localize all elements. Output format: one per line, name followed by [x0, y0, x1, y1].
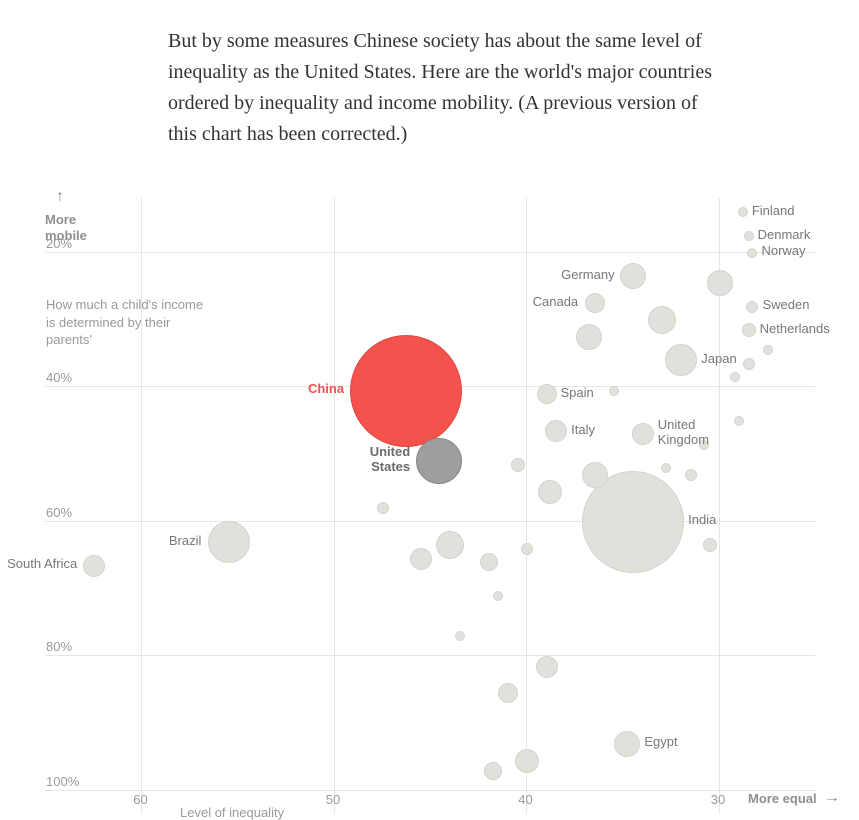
bubble-label-spain: Spain — [561, 386, 594, 401]
bubble-anon-1 — [707, 270, 733, 296]
bubble-anon-16 — [480, 553, 498, 571]
bubble-finland — [738, 207, 748, 217]
gridline-horizontal — [45, 655, 815, 656]
bubble-anon-21 — [498, 683, 518, 703]
bubble-spain — [537, 384, 557, 404]
bubble-norway — [747, 248, 757, 258]
bubble-anon-15 — [410, 548, 432, 570]
bubble-anon-24 — [703, 538, 717, 552]
y-axis-note: How much a child's income is determined … — [46, 296, 206, 349]
bubble-label-netherlands: Netherlands — [760, 322, 830, 337]
bubble-brazil — [208, 521, 250, 563]
bubble-italy — [545, 420, 567, 442]
bubble-anon-8 — [538, 480, 562, 504]
bubble-netherlands — [742, 323, 756, 337]
x-tick: 50 — [326, 792, 340, 807]
y-tick: 80% — [46, 639, 72, 654]
bubble-anon-22 — [515, 749, 539, 773]
bubble-china — [350, 335, 462, 447]
bubble-anon-9 — [511, 458, 525, 472]
y-tick: 100% — [46, 774, 79, 789]
y-tick: 60% — [46, 505, 72, 520]
bubble-anon-13 — [377, 502, 389, 514]
x-tick: 40 — [518, 792, 532, 807]
bubble-label-finland: Finland — [752, 204, 795, 219]
bubble-egypt — [614, 731, 640, 757]
bubble-label-brazil: Brazil — [169, 534, 202, 549]
bubble-germany — [620, 263, 646, 289]
page: But by some measures Chinese society has… — [0, 0, 859, 814]
bubble-anon-17 — [521, 543, 533, 555]
bubble-label-japan: Japan — [701, 352, 736, 367]
bubble-anon-3 — [576, 324, 602, 350]
bubble-anon-4 — [743, 358, 755, 370]
bubble-label-sweden: Sweden — [762, 298, 809, 313]
bubble-label-india: India — [688, 513, 716, 528]
bubble-label-denmark: Denmark — [758, 228, 811, 243]
bubble-denmark — [744, 231, 754, 241]
bubble-canada — [585, 293, 605, 313]
bubble-united-states — [416, 438, 462, 484]
bubble-anon-25 — [734, 416, 744, 426]
bubble-anon-26 — [763, 345, 773, 355]
gridline-horizontal — [45, 790, 815, 791]
x-tick: 60 — [133, 792, 147, 807]
bubble-anon-12 — [661, 463, 671, 473]
gridline-horizontal — [45, 252, 815, 253]
bubble-united-kingdom — [632, 423, 654, 445]
bubble-label-canada: Canada — [533, 295, 579, 310]
arrow-up-icon: ↑ — [56, 188, 64, 206]
mobility-vs-inequality-chart: ↑ More mobile How much a child's income … — [0, 0, 859, 814]
bubble-anon-23 — [484, 762, 502, 780]
bubble-anon-18 — [493, 591, 503, 601]
bubble-label-united-kingdom: UnitedKingdom — [658, 418, 709, 448]
bubble-label-united-states: UnitedStates — [370, 445, 410, 475]
bubble-label-south-africa: South Africa — [7, 557, 77, 572]
gridline-vertical — [141, 198, 142, 814]
x-axis-label-bottom: Level of inequality — [180, 805, 284, 820]
bubble-japan — [665, 344, 697, 376]
x-axis-label-right: More equal — [748, 791, 817, 806]
bubble-anon-20 — [536, 656, 558, 678]
bubble-anon-11 — [685, 469, 697, 481]
bubble-label-norway: Norway — [761, 244, 805, 259]
bubble-sweden — [746, 301, 758, 313]
bubble-anon-6 — [609, 386, 619, 396]
bubble-anon-19 — [455, 631, 465, 641]
bubble-anon-7 — [582, 462, 608, 488]
x-tick: 30 — [711, 792, 725, 807]
bubble-label-egypt: Egypt — [644, 735, 677, 750]
y-tick: 20% — [46, 236, 72, 251]
bubble-south-africa — [83, 555, 105, 577]
bubble-anon-5 — [730, 372, 740, 382]
bubble-anon-2 — [648, 306, 676, 334]
gridline-vertical — [526, 198, 527, 814]
arrow-right-icon: → — [824, 789, 840, 807]
y-tick: 40% — [46, 370, 72, 385]
bubble-label-china: China — [308, 382, 344, 397]
bubble-label-germany: Germany — [561, 268, 614, 283]
gridline-vertical — [334, 198, 335, 814]
bubble-label-italy: Italy — [571, 423, 595, 438]
bubble-anon-14 — [436, 531, 464, 559]
